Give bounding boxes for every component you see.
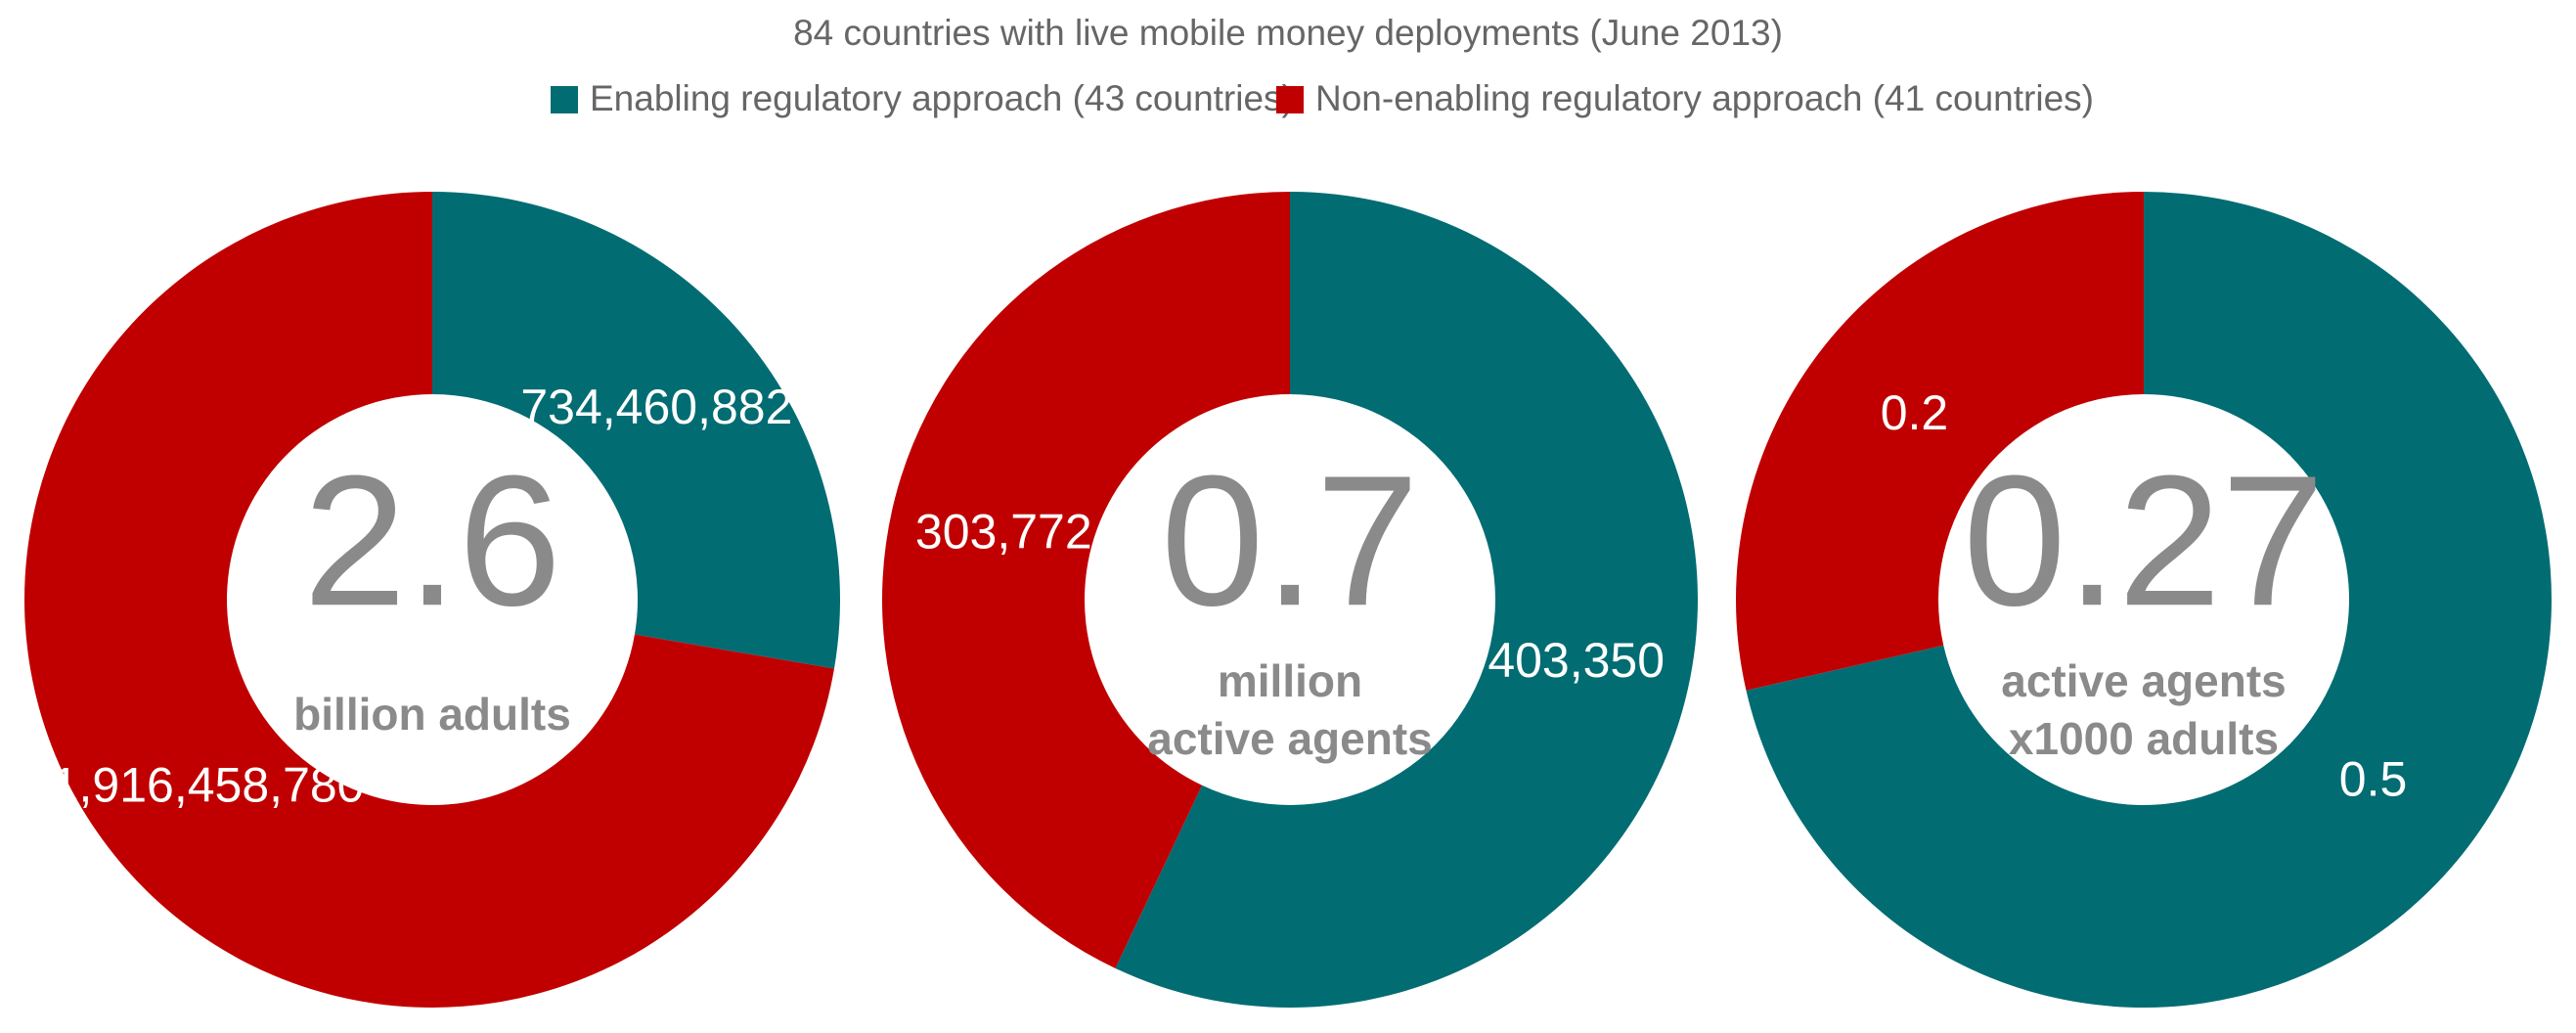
- center-label: active agents: [2001, 655, 2286, 706]
- slice-label: 303,772: [915, 504, 1092, 559]
- donut-slice: [881, 192, 1290, 968]
- donut-slice: [432, 192, 840, 669]
- legend-swatch: [1276, 86, 1304, 113]
- center-label: billion adults: [293, 689, 571, 740]
- donut-slice: [24, 192, 834, 1008]
- donut-slice: [1746, 192, 2552, 1008]
- center-label: active agents: [1147, 713, 1432, 764]
- slice-label: 0.5: [2339, 751, 2408, 806]
- center-label: x1000 adults: [2009, 713, 2279, 764]
- center-value: 0.27: [1963, 437, 2325, 645]
- legend-label: Non-enabling regulatory approach (41 cou…: [1315, 78, 2094, 118]
- legend-swatch: [551, 86, 578, 113]
- donut-slice: [1736, 192, 2144, 691]
- center-value: 2.6: [303, 437, 561, 645]
- slice-label: 403,350: [1488, 633, 1665, 688]
- center-label: million: [1218, 655, 1362, 706]
- donut-slice: [1115, 192, 1698, 1008]
- slice-label: 1,916,458,780: [52, 758, 365, 813]
- legend-label: Enabling regulatory approach (43 countri…: [590, 78, 1294, 118]
- center-value: 0.7: [1161, 437, 1419, 645]
- slice-label: 734,460,882: [520, 380, 792, 434]
- chart-title: 84 countries with live mobile money depl…: [793, 13, 1783, 53]
- slice-label: 0.2: [1881, 385, 1949, 440]
